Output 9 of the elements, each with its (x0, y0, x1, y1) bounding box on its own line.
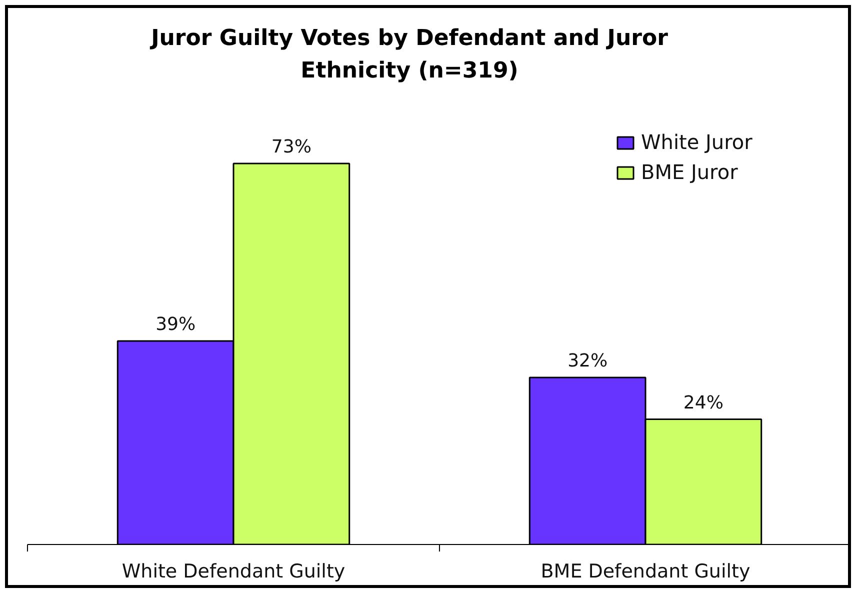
legend-label: White Juror (641, 130, 752, 154)
data-label: 39% (156, 314, 196, 335)
chart-title: Juror Guilty Votes by Defendant and Juror Ethnicity (n=319) (149, 26, 668, 84)
x-tick-label: BME Defendant Guilty (540, 560, 750, 582)
data-label: 73% (271, 136, 312, 158)
data-label: 32% (568, 350, 608, 372)
x-tick-label: White Defendant Guilty (122, 560, 346, 582)
data-label: 24% (683, 392, 724, 414)
legend-label: BME Juror (641, 160, 738, 184)
